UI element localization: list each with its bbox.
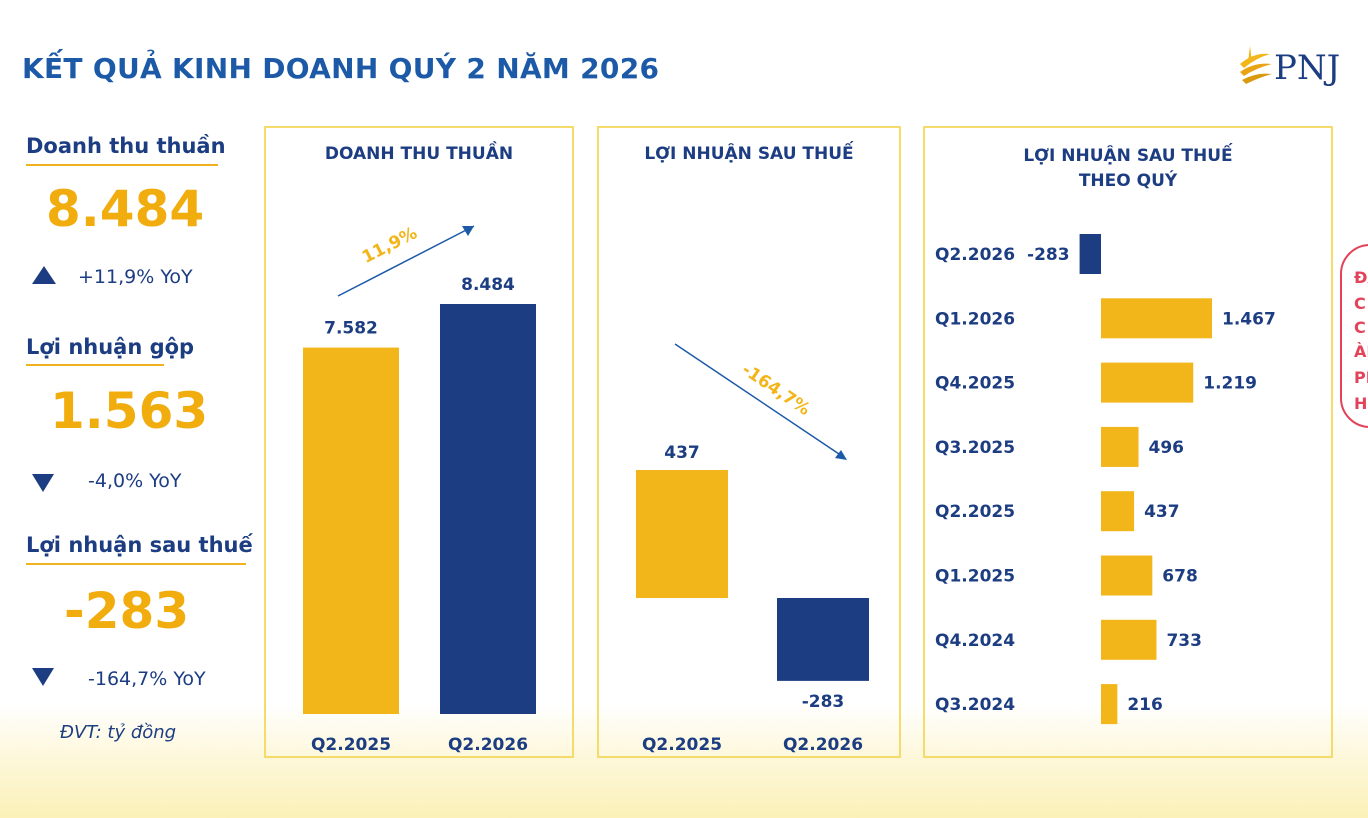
bar bbox=[1101, 426, 1139, 467]
tick-label: Q3.2024 bbox=[935, 695, 1015, 715]
chart-title-quarterly: LỢI NHUẬN SAU THUẾ THEO QUÝ bbox=[925, 144, 1331, 194]
metric-label-net-profit: Lợi nhuận sau thuế bbox=[26, 533, 253, 557]
metric-label-gross-profit: Lợi nhuận gộp bbox=[26, 335, 195, 359]
page-title: KẾT QUẢ KINH DOANH QUÝ 2 NĂM 2026 bbox=[22, 52, 660, 85]
revenue-bar-chart: 7.582 Q2.2025 8.484 Q2.2026 11,9% bbox=[303, 223, 536, 755]
chart-title-line: LỢI NHUẬN SAU THUẾ bbox=[1023, 146, 1233, 166]
chart-title-line: THEO QUÝ bbox=[1078, 171, 1178, 191]
metric-change-net-profit: -164,7% YoY bbox=[88, 668, 206, 690]
metric-value-gross-profit: 1.563 bbox=[50, 382, 209, 440]
bar bbox=[1101, 362, 1194, 403]
arrow-up-icon bbox=[32, 266, 56, 284]
tick-label: Q2.2025 bbox=[311, 735, 391, 755]
bar bbox=[1079, 234, 1101, 274]
stamp-fragment: C bbox=[1354, 294, 1366, 313]
revenue-chart-panel: DOANH THU THUẦN 7.582 Q2.2025 8.484 Q2.2026… bbox=[264, 126, 574, 758]
tick-label: Q4.2024 bbox=[935, 631, 1015, 651]
tick-label: Q3.2025 bbox=[935, 438, 1015, 458]
tick-label: Q2.2026 bbox=[935, 245, 1015, 265]
tick-label: Q2.2025 bbox=[935, 502, 1015, 522]
bar bbox=[440, 304, 536, 714]
tick-label: Q2.2025 bbox=[642, 735, 722, 755]
metric-underline bbox=[26, 164, 218, 166]
arrow-down-icon bbox=[32, 474, 54, 492]
metric-underline bbox=[26, 364, 164, 366]
tick-label: Q4.2025 bbox=[935, 374, 1015, 394]
stamp-fragment: ÀNG bbox=[1354, 342, 1368, 361]
metric-change-gross-profit: -4,0% YoY bbox=[88, 470, 182, 492]
data-label: 7.582 bbox=[324, 319, 378, 339]
stamp-fragment: C bbox=[1354, 318, 1366, 337]
change-label: 11,9% bbox=[359, 223, 421, 268]
trend-arrow-head-icon bbox=[835, 450, 847, 460]
chart-title-net-profit: LỢI NHUẬN SAU THUẾ bbox=[644, 144, 854, 164]
tick-label: Q2.2026 bbox=[783, 735, 863, 755]
data-label: 1.467 bbox=[1222, 309, 1276, 329]
bar bbox=[303, 347, 399, 714]
data-label: 216 bbox=[1127, 695, 1163, 715]
trend-arrow-head-icon bbox=[462, 226, 474, 236]
tick-label: Q2.2026 bbox=[448, 735, 528, 755]
arrow-down-icon bbox=[32, 668, 54, 686]
data-label: 437 bbox=[1144, 502, 1180, 522]
metric-underline bbox=[26, 563, 246, 565]
red-stamp: ĐÃ C C ÀNG PH H bbox=[1340, 244, 1368, 428]
data-label: -283 bbox=[802, 692, 845, 712]
tick-label: Q1.2026 bbox=[935, 309, 1015, 329]
chart-title-revenue: DOANH THU THUẦN bbox=[324, 144, 514, 164]
quarterly-profit-bar-chart: Q2.2026 -283 Q1.2026 1.467 Q4.2025 1.219 Q3.20… bbox=[935, 234, 1276, 725]
data-label: 733 bbox=[1166, 631, 1202, 651]
bar bbox=[1101, 619, 1157, 660]
data-label: 437 bbox=[664, 443, 700, 463]
stamp-fragment: PH bbox=[1354, 368, 1368, 387]
metric-value-revenue: 8.484 bbox=[46, 180, 205, 238]
stamp-fragment: ĐÃ bbox=[1354, 268, 1368, 287]
bar bbox=[636, 470, 728, 598]
pnj-sun-logo-icon bbox=[1240, 46, 1272, 84]
logo-text: PNJ bbox=[1274, 48, 1341, 88]
quarterly-profit-chart-panel: LỢI NHUẬN SAU THUẾ THEO QUÝ Q2.2026 -283 Q… bbox=[923, 126, 1333, 758]
bar bbox=[1101, 491, 1135, 532]
metric-value-net-profit: -283 bbox=[64, 582, 190, 640]
unit-note: ĐVT: tỷ đồng bbox=[60, 722, 177, 743]
net-profit-chart-panel: LỢI NHUẬN SAU THUẾ 437 Q2.2025 -283 Q2.2026… bbox=[597, 126, 901, 758]
data-label: 496 bbox=[1149, 438, 1185, 458]
data-label: 678 bbox=[1162, 567, 1197, 587]
metric-label-revenue: Doanh thu thuần bbox=[26, 134, 226, 158]
stamp-fragment: H bbox=[1354, 394, 1368, 413]
data-label: -283 bbox=[1027, 245, 1070, 265]
bar bbox=[1101, 555, 1153, 596]
pnj-logo: PNJ bbox=[1236, 42, 1346, 94]
trend-arrow-line bbox=[337, 225, 475, 297]
data-label: 8.484 bbox=[461, 275, 515, 295]
data-label: 1.219 bbox=[1203, 374, 1257, 394]
bar bbox=[1101, 684, 1118, 725]
tick-label: Q1.2025 bbox=[935, 567, 1015, 587]
bar bbox=[1101, 298, 1212, 339]
bar bbox=[777, 598, 869, 681]
trend-arrow-line bbox=[674, 343, 846, 459]
metric-change-revenue: +11,9% YoY bbox=[78, 266, 193, 288]
